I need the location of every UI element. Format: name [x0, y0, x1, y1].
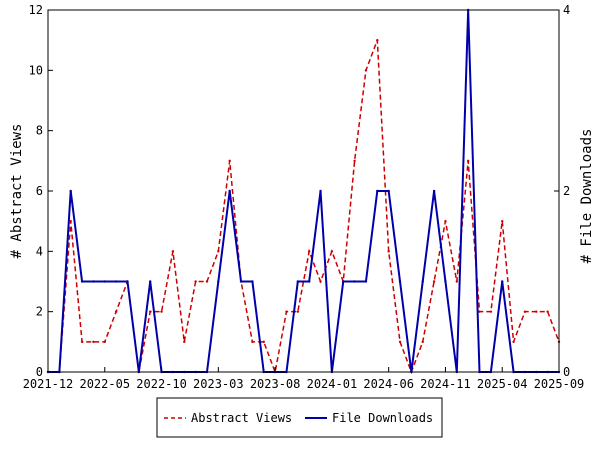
data-point-abstract-views	[285, 310, 288, 313]
y-tick-label: 4	[36, 244, 43, 258]
legend-label-file-downloads: File Downloads	[332, 411, 433, 425]
data-point-abstract-views	[160, 310, 163, 313]
data-point-abstract-views	[205, 280, 209, 283]
data-point-abstract-views	[444, 219, 447, 223]
data-point-abstract-views	[455, 280, 458, 283]
data-point-abstract-views	[523, 310, 527, 313]
data-point-file-downloads	[126, 280, 129, 283]
data-point-file-downloads	[501, 280, 504, 283]
data-point-abstract-views	[501, 219, 504, 223]
data-point-file-downloads	[92, 280, 95, 283]
data-point-abstract-views	[92, 340, 95, 344]
data-point-file-downloads	[364, 280, 368, 283]
data-point-abstract-views	[546, 310, 549, 313]
data-point-file-downloads	[398, 280, 402, 283]
data-point-abstract-views	[353, 159, 356, 163]
data-point-file-downloads	[149, 280, 152, 283]
data-point-abstract-views	[421, 340, 424, 344]
data-point-abstract-views	[535, 310, 538, 313]
x-tick-label: 2025-09	[534, 377, 585, 391]
data-point-abstract-views	[330, 250, 334, 253]
x-tick-label: 2024-06	[363, 377, 414, 391]
y-tick-label: 8	[36, 124, 43, 138]
data-point-abstract-views	[387, 250, 390, 253]
data-point-abstract-views	[376, 38, 379, 42]
x-tick-label: 2022-05	[79, 377, 130, 391]
data-point-file-downloads	[353, 280, 356, 283]
y-axis-label: # Abstract Views	[9, 124, 25, 259]
data-point-abstract-views	[364, 69, 368, 72]
data-point-abstract-views	[432, 280, 436, 283]
data-point-file-downloads	[69, 189, 72, 193]
data-point-abstract-views	[228, 159, 231, 163]
data-point-abstract-views	[103, 340, 106, 344]
data-point-file-downloads	[387, 189, 390, 193]
data-point-abstract-views	[478, 310, 481, 313]
y2-axis-label: # File Downloads	[579, 129, 595, 264]
x-tick-label: 2023-08	[250, 377, 301, 391]
data-point-file-downloads	[239, 280, 243, 283]
series-layer	[46, 8, 561, 375]
y-tick-label: 10	[29, 63, 43, 77]
data-point-abstract-views	[171, 250, 175, 253]
data-point-abstract-views	[262, 340, 265, 344]
legend-label-abstract-views: Abstract Views	[191, 411, 292, 425]
y-tick-label: 0	[36, 365, 43, 379]
data-point-abstract-views	[183, 340, 186, 344]
data-point-abstract-views	[114, 310, 118, 313]
axes-layer: 0 2 4 6 8 10 12 0 2 4 2021-12 2022-05 2022-10 2023-03…	[23, 3, 585, 391]
y-tick-label: 12	[29, 3, 43, 17]
legend: Abstract Views File Downloads	[156, 397, 443, 438]
data-point-file-downloads	[342, 280, 345, 283]
data-point-abstract-views	[217, 250, 220, 253]
y2-tick-label: 0	[563, 365, 570, 379]
data-point-file-downloads	[217, 280, 220, 283]
x-tick-label: 2025-04	[477, 377, 528, 391]
data-point-abstract-views	[69, 219, 72, 223]
data-point-file-downloads	[251, 280, 254, 283]
x-tick-label: 2024-11	[420, 377, 471, 391]
data-point-abstract-views	[398, 340, 402, 344]
data-point-abstract-views	[319, 280, 322, 283]
x-tick-label: 2024-01	[307, 377, 358, 391]
data-point-abstract-views	[149, 310, 152, 313]
y2-tick-label: 4	[563, 3, 570, 17]
data-point-abstract-views	[296, 310, 300, 313]
y-tick-label: 6	[36, 184, 43, 198]
legend-box	[156, 397, 443, 438]
data-point-file-downloads	[296, 280, 300, 283]
data-point-file-downloads	[228, 189, 231, 193]
series-line-file-downloads	[48, 9, 559, 373]
y2-tick-label: 2	[563, 184, 570, 198]
data-point-abstract-views	[512, 340, 515, 344]
data-point-abstract-views	[194, 280, 197, 283]
data-point-file-downloads	[307, 280, 311, 283]
data-point-abstract-views	[489, 310, 493, 313]
data-point-file-downloads	[319, 189, 322, 193]
x-tick-label: 2022-10	[136, 377, 187, 391]
data-point-file-downloads	[421, 280, 424, 283]
data-point-abstract-views	[80, 340, 84, 344]
y-tick-label: 2	[36, 305, 43, 319]
data-point-file-downloads	[80, 280, 84, 283]
data-point-abstract-views	[251, 340, 254, 344]
data-point-file-downloads	[432, 189, 436, 193]
x-tick-label: 2023-03	[193, 377, 244, 391]
data-point-abstract-views	[307, 250, 311, 253]
x-tick-label: 2021-12	[23, 377, 74, 391]
data-point-file-downloads	[376, 189, 379, 193]
data-point-abstract-views	[466, 159, 470, 163]
data-point-file-downloads	[114, 280, 118, 283]
data-point-file-downloads	[103, 280, 106, 283]
data-point-file-downloads	[444, 280, 447, 283]
